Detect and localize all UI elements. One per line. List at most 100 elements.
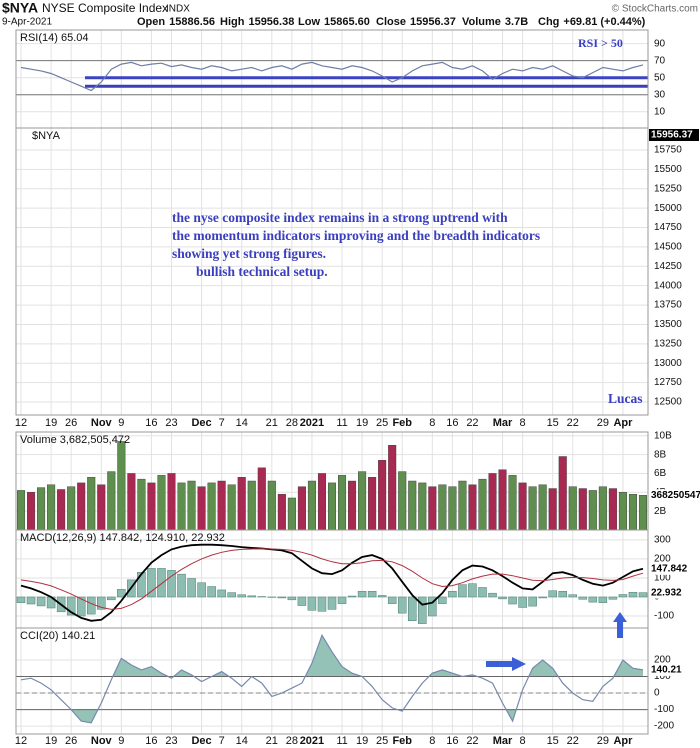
- macd-histogram-bar: [478, 587, 487, 598]
- x-tick-label: Apr: [613, 735, 633, 747]
- volume-bar: [187, 480, 196, 531]
- y-tick-label: 13250: [654, 338, 682, 349]
- y-tick-label: 14750: [654, 222, 682, 233]
- y-tick-label: 10: [654, 106, 666, 117]
- y-tick-label: -200: [654, 721, 674, 732]
- y-tick-label: 13000: [654, 358, 682, 369]
- quote-label: Open: [137, 16, 165, 28]
- volume-bar: [428, 486, 437, 531]
- quote-value: 15956.38: [248, 16, 294, 28]
- macd-histogram-bar: [347, 595, 357, 598]
- x-tick-label: 19: [356, 735, 368, 747]
- value-badge-label: 147.842: [651, 563, 688, 574]
- quote-item: Volume 3.7B: [462, 16, 528, 28]
- y-tick-label: 12500: [654, 397, 682, 408]
- macd-histogram-bar: [357, 591, 367, 598]
- value-badge-label: 22.932: [651, 587, 682, 598]
- volume-bar: [348, 480, 357, 531]
- y-tick-label: 50: [654, 72, 666, 83]
- y-tick-label: 30: [654, 89, 666, 100]
- x-tick-label: 21: [266, 417, 278, 429]
- x-tick-label: 14: [236, 735, 248, 747]
- volume-bar: [237, 477, 246, 531]
- x-tick-label: 15: [547, 417, 559, 429]
- macd-histogram-bar: [548, 590, 557, 598]
- macd-histogram-bar: [297, 596, 307, 606]
- volume-bar: [368, 477, 377, 531]
- y-tick-label: -100: [654, 611, 674, 622]
- panel-border: [15, 627, 649, 735]
- value-badge-label: 140.21: [651, 665, 682, 676]
- x-tick-label: 12: [15, 735, 27, 747]
- macd-histogram-bar: [538, 596, 547, 599]
- x-tick-label: 25: [376, 735, 388, 747]
- y-tick-label: 14250: [654, 261, 682, 272]
- y-tick-label: 8B: [654, 449, 667, 460]
- y-tick-label: 13750: [654, 300, 682, 311]
- y-tick-label: 90: [654, 38, 666, 49]
- volume-bar: [117, 441, 126, 531]
- volume-bar: [127, 473, 136, 531]
- volume-bar: [418, 482, 427, 531]
- macd-histogram-bar: [387, 596, 397, 604]
- cci-line: [20, 633, 644, 724]
- volume-bar: [358, 471, 367, 531]
- quote-item: Open 15886.56: [137, 16, 215, 28]
- y-tick-label: 15750: [654, 145, 682, 156]
- macd-histogram-bar: [76, 596, 86, 617]
- y-tick-label: 70: [654, 55, 666, 66]
- volume-bar: [37, 487, 46, 531]
- macd-histogram-bar: [337, 596, 347, 604]
- rsi-line: [20, 61, 644, 92]
- quote-label: Low: [298, 16, 320, 28]
- macd-histogram-bar: [458, 584, 467, 598]
- x-tick-label: 7: [219, 417, 225, 429]
- exchange: INDX: [166, 4, 190, 15]
- y-tick-label: 6B: [654, 468, 667, 479]
- x-tick-label: 9: [118, 417, 124, 429]
- x-tick-label: 14: [236, 417, 248, 429]
- panel-border: [15, 29, 649, 129]
- volume-bar: [227, 484, 236, 531]
- macd-line: [20, 548, 644, 610]
- volume-bar: [538, 484, 547, 531]
- y-tick-label: -100: [654, 704, 674, 715]
- volume-bar: [398, 471, 407, 531]
- macd-histogram-bar: [307, 596, 317, 611]
- macd-histogram-bar: [508, 596, 517, 605]
- x-tick-label: 16: [446, 735, 458, 747]
- panel-label: $NYA: [32, 130, 61, 142]
- volume-bar: [438, 484, 447, 531]
- macd-histogram-bar: [66, 596, 76, 616]
- value-badge: [649, 129, 699, 141]
- volume-bar: [247, 480, 256, 531]
- x-tick-label: 12: [15, 417, 27, 429]
- volume-bar: [458, 480, 467, 531]
- macd-histogram-bar: [448, 591, 457, 598]
- macd-histogram-bar: [287, 596, 297, 601]
- x-tick-label: 19: [45, 417, 57, 429]
- index-name: NYSE Composite Index: [42, 1, 168, 15]
- volume-bar: [307, 480, 316, 531]
- x-tick-label: 22: [466, 735, 478, 747]
- annotation-text: the momentum indicators improving and th…: [172, 228, 540, 243]
- x-tick-label: 29: [597, 735, 609, 747]
- macd-histogram-bar: [488, 592, 497, 598]
- macd-histogram-bar: [407, 596, 417, 622]
- macd-histogram-bar: [327, 596, 337, 610]
- macd-histogram-bar: [317, 596, 327, 612]
- macd-histogram-bar: [528, 596, 537, 607]
- volume-bar: [17, 490, 26, 531]
- quote-item: Low 15865.60: [298, 16, 370, 28]
- annotation-text: RSI > 50: [578, 36, 623, 50]
- value-badge: [649, 489, 699, 502]
- y-tick-label: 15000: [654, 203, 682, 214]
- quote-item: Close 15956.37: [376, 16, 456, 28]
- y-tick-label: 10B: [654, 430, 672, 441]
- volume-bar: [57, 489, 66, 531]
- volume-bar: [217, 480, 226, 531]
- macd-histogram-bar: [568, 594, 578, 598]
- x-tick-label: 7: [219, 735, 225, 747]
- annotation-text: showing yet strong figures.: [172, 246, 326, 261]
